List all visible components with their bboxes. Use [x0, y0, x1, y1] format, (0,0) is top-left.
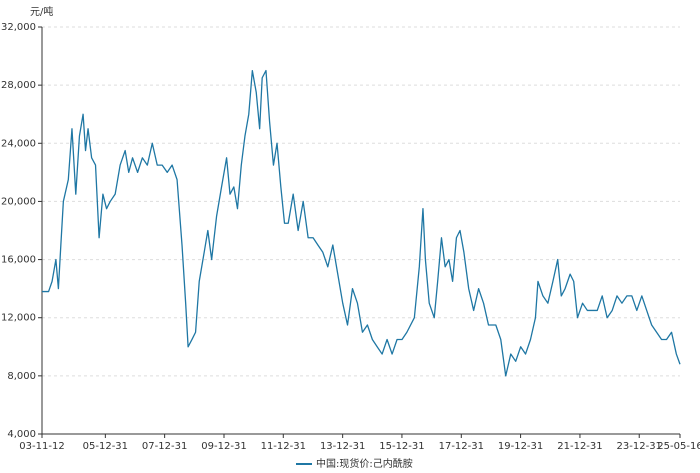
x-tick-label: 11-12-31 — [261, 441, 306, 452]
x-tick-label: 13-12-31 — [320, 441, 365, 452]
y-tick-label: 4,000 — [7, 429, 36, 440]
x-tick-label: 03-11-12 — [19, 441, 64, 452]
y-tick-label: 20,000 — [1, 196, 36, 207]
line-series — [42, 69, 681, 377]
x-tick-label: 15-12-31 — [379, 441, 424, 452]
x-tick-label: 23-12-31 — [617, 441, 662, 452]
y-tick-label: 28,000 — [1, 80, 36, 91]
x-tick-label: 05-12-31 — [83, 441, 128, 452]
x-tick-label: 19-12-31 — [498, 441, 543, 452]
y-tick-label: 8,000 — [7, 371, 36, 382]
y-unit: 元/吨 — [30, 5, 53, 18]
x-tick-label: 07-12-31 — [142, 441, 187, 452]
x-tick-label: 21-12-31 — [557, 441, 602, 452]
y-tick-label: 32,000 — [1, 22, 36, 33]
x-tick-label: 25-05-16 — [657, 441, 700, 452]
y-tick-label: 12,000 — [1, 313, 36, 324]
y-tick-label: 24,000 — [1, 138, 36, 149]
y-tick-label: 16,000 — [1, 255, 36, 266]
legend-label: 中国:现货价:己内酰胺 — [316, 457, 413, 470]
x-tick-label: 09-12-31 — [201, 441, 246, 452]
x-tick-label: 17-12-31 — [439, 441, 484, 452]
